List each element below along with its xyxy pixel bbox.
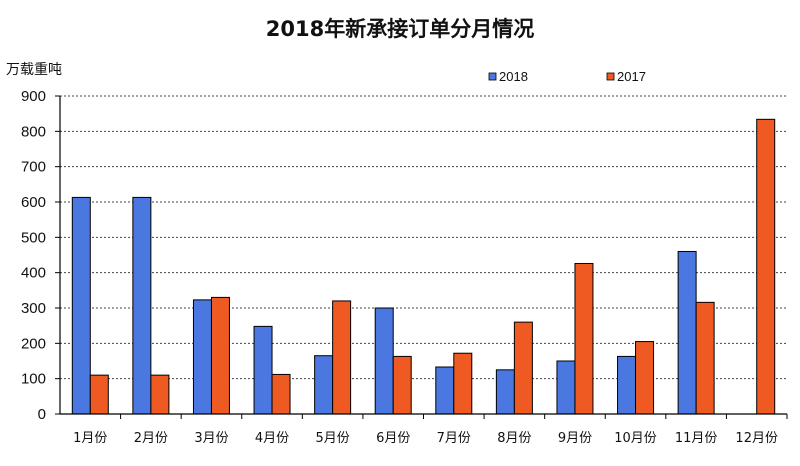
y-tick-label: 900 (21, 88, 46, 105)
y-tick-label: 300 (21, 300, 46, 317)
x-tick-label: 9月份 (558, 431, 592, 446)
bar-2017-6 (392, 355, 412, 415)
bar-2018-5 (314, 355, 334, 415)
bar-2017-9 (574, 262, 594, 415)
x-tick-label: 2月份 (134, 431, 168, 446)
legend-label-2018: 2018 (499, 69, 528, 84)
y-tick-label: 0 (38, 406, 46, 423)
bar-2017-10 (635, 341, 655, 415)
y-tick-label: 500 (21, 229, 46, 246)
bar-2017-2 (150, 374, 170, 415)
y-tick-label: 400 (21, 265, 46, 282)
y-tick-label: 600 (21, 194, 46, 211)
bar-2018-3 (192, 299, 212, 415)
x-tick-label: 1月份 (73, 431, 107, 446)
x-tick-label: 4月份 (255, 431, 289, 446)
bar-2017-8 (513, 321, 533, 415)
x-tick-label: 11月份 (675, 431, 718, 446)
x-tick-label: 3月份 (194, 431, 228, 446)
axes: 0 100 200 300 400 500 600 700 800 900 1月份 2月份 3月份 4月份… (21, 88, 788, 446)
bar-2018-4 (253, 325, 273, 415)
bar-2017-5 (332, 300, 352, 415)
bar-2018-11 (677, 250, 697, 415)
bar-2018-9 (556, 360, 576, 415)
legend-swatch-2018 (488, 72, 497, 81)
bar-2018-1 (71, 196, 91, 415)
y-axis-unit-label: 万载重吨 (6, 62, 62, 78)
x-tick-label: 5月份 (315, 431, 349, 446)
bar-2017-4 (271, 373, 291, 415)
gridlines (60, 95, 787, 380)
legend-label-2017: 2017 (617, 69, 646, 84)
x-tick-label: 10月份 (614, 431, 657, 446)
x-tick-label: 7月份 (437, 431, 471, 446)
x-tick-label: 6月份 (376, 431, 410, 446)
bar-2017-1 (89, 374, 109, 415)
bar-2018-6 (374, 307, 394, 415)
y-tick-label: 100 (21, 371, 46, 388)
bar-2018-10 (617, 355, 637, 415)
y-tick-label: 800 (21, 123, 46, 140)
bars (71, 118, 776, 415)
bar-2018-8 (495, 369, 515, 415)
bar-2018-7 (435, 366, 455, 415)
y-tick-label: 700 (21, 159, 46, 176)
bar-2017-7 (453, 352, 473, 415)
legend: 2018 2017 (488, 69, 646, 84)
bar-2017-3 (210, 296, 230, 415)
x-tick-label: 12月份 (735, 431, 778, 446)
bar-2018-2 (132, 196, 152, 415)
chart-title: 2018年新承接订单分月情况 (266, 17, 534, 41)
bar-2017-12 (756, 118, 776, 415)
x-tick-label: 8月份 (497, 431, 531, 446)
legend-swatch-2017 (606, 72, 615, 81)
y-tick-label: 200 (21, 335, 46, 352)
bar-2017-11 (695, 301, 715, 415)
